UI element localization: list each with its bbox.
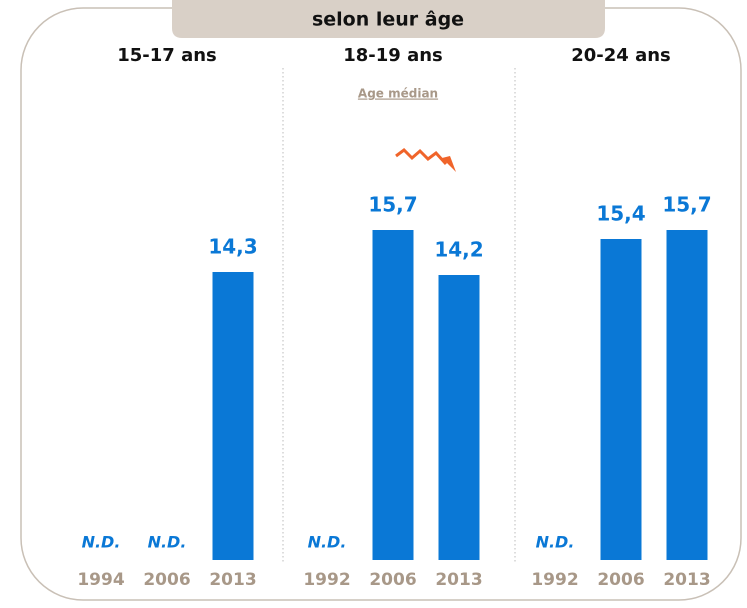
x-tick-label: 2006 — [597, 570, 644, 590]
na-label: N.D. — [308, 533, 347, 552]
x-tick-label: 1992 — [303, 570, 350, 590]
x-tick-label: 2006 — [143, 570, 190, 590]
bar — [438, 275, 480, 560]
x-tick-label: 2006 — [369, 570, 416, 590]
bar — [212, 272, 254, 560]
x-tick-label: 1992 — [531, 570, 578, 590]
value-label: 14,3 — [208, 235, 257, 259]
na-label: N.D. — [148, 533, 187, 552]
value-label: 15,4 — [596, 202, 645, 226]
trend-arrow — [395, 148, 456, 172]
na-label: N.D. — [536, 533, 575, 552]
value-label: 15,7 — [662, 193, 711, 217]
na-label: N.D. — [82, 533, 121, 552]
panel-title: 20-24 ans — [571, 45, 671, 66]
panel-title: 18-19 ans — [343, 45, 443, 66]
bar — [666, 230, 708, 560]
x-tick-label: 2013 — [663, 570, 710, 590]
title-tab — [172, 0, 605, 38]
bar — [372, 230, 414, 560]
panel-title: 15-17 ans — [117, 45, 217, 66]
value-label: 15,7 — [368, 193, 417, 217]
annotation: Age médian — [358, 87, 438, 101]
x-tick-label: 1994 — [77, 570, 124, 590]
value-label: 14,2 — [434, 238, 483, 262]
bar — [600, 239, 642, 560]
x-tick-label: 2013 — [435, 570, 482, 590]
chart-title: selon leur âge — [312, 9, 464, 31]
x-tick-label: 2013 — [209, 570, 256, 590]
